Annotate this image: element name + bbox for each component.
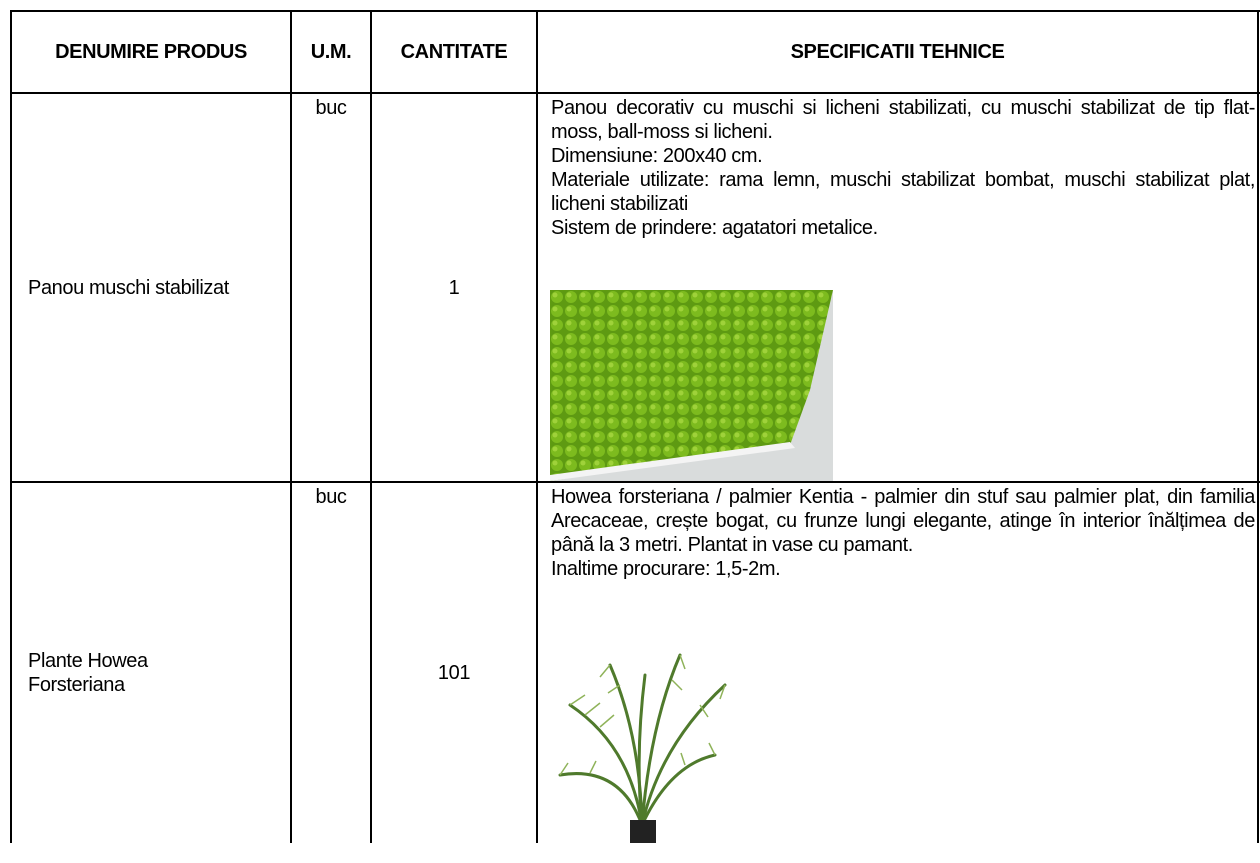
quantity-cell: 101 (372, 483, 536, 863)
header-cell: DENUMIRE PRODUS (55, 41, 247, 63)
palm-image (558, 653, 727, 843)
border (370, 10, 372, 843)
border (10, 92, 1260, 94)
product-name: Plante Howea Forsteriana (28, 650, 148, 696)
border (1257, 10, 1259, 843)
product-cell: Plante Howea Forsteriana (28, 483, 248, 863)
spec-cell: Howea forsteriana / palmier Kentia - pal… (551, 485, 1255, 581)
spec-text: Sistem de prindere: agatatori metalice. (551, 217, 878, 239)
product-name: Panou muschi stabilizat (28, 276, 229, 299)
quantity: 101 (437, 662, 471, 684)
page: DENUMIRE PRODUS U.M. CANTITATE SPECIFICA… (10, 10, 1260, 843)
spec-text: Materiale utilizate: rama lemn, muschi s… (551, 169, 1255, 215)
unit-cell: buc (315, 97, 347, 119)
border (536, 10, 538, 843)
border (10, 10, 1260, 12)
quantity: 1 (448, 276, 460, 299)
moss-panel-image (550, 290, 833, 481)
product-cell: Panou muschi stabilizat (28, 94, 248, 481)
border (10, 10, 12, 843)
header-cell: SPECIFICATII TEHNICE (790, 41, 1005, 63)
spec-text: Howea forsteriana / palmier Kentia - pal… (551, 486, 1255, 556)
spec-text: Panou decorativ cu muschi si licheni sta… (551, 97, 1255, 143)
spec-text: Inaltime procurare: 1,5-2m. (551, 558, 781, 580)
header-cell: U.M. (310, 41, 352, 63)
header-cell: CANTITATE (400, 41, 508, 63)
border (10, 481, 1260, 483)
spec-cell: Panou decorativ cu muschi si licheni sta… (551, 96, 1255, 240)
spec-text: Dimensiune: 200x40 cm. (551, 145, 763, 167)
border (290, 10, 292, 843)
unit-cell: buc (315, 486, 347, 508)
quantity-cell: 1 (372, 94, 536, 481)
